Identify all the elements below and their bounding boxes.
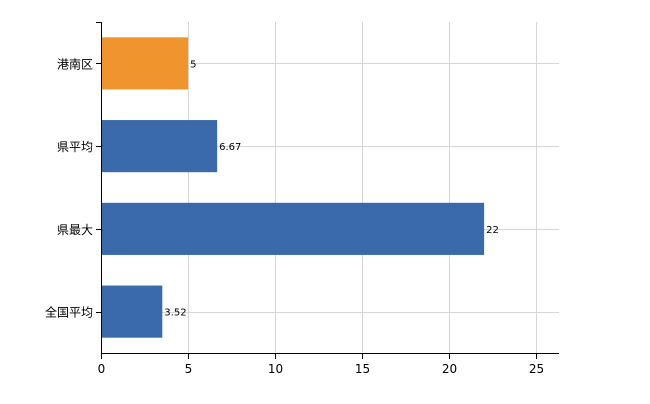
bars [101,37,485,338]
y-tick-label: 県最大 [57,223,93,237]
bar [101,37,189,90]
x-tick-label: 15 [355,362,370,376]
bar [101,202,485,255]
bar-value-label: 5 [190,59,196,70]
x-tick-label: 25 [529,362,544,376]
y-tick-label: 全国平均 [45,305,93,320]
y-tick-label: 港南区 [57,56,93,71]
y-tick-label: 県平均 [57,140,93,154]
bar [101,285,163,338]
bar-value-label: 6.67 [219,142,241,153]
x-tick-label: 10 [268,362,283,376]
bar [101,120,218,173]
x-tick-label: 0 [98,362,106,376]
axes [96,22,559,359]
bar-value-label: 3.52 [164,308,186,319]
x-tick-label: 5 [185,362,193,376]
x-tick-label: 20 [442,362,457,376]
bar-value-label: 22 [486,225,499,236]
